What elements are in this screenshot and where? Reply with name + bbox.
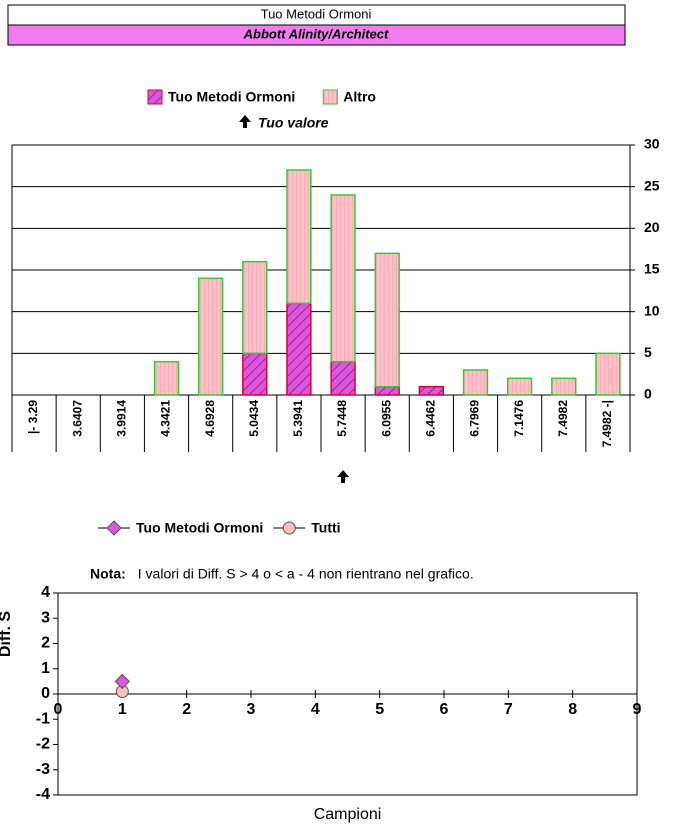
x-tick-label: 6.0955	[379, 400, 393, 437]
note: I valori di Diff. S > 4 o < a - 4 non ri…	[138, 566, 474, 582]
x-tick-label: 6	[440, 701, 449, 718]
y-tick-label: 2	[41, 635, 50, 652]
header-subtitle: Abbott Alinity/Architect	[243, 26, 389, 41]
x-axis-label: Campioni	[314, 806, 382, 823]
y-tick-label: 20	[644, 219, 660, 235]
annotation: Tuo valore	[258, 115, 329, 131]
legend-marker	[106, 520, 122, 536]
x-tick-label: 6.7969	[468, 400, 482, 437]
bar-segment	[506, 377, 533, 396]
y-tick-label: 25	[644, 177, 660, 193]
legend-label: Tuo Metodi Ormoni	[136, 520, 263, 536]
x-tick-label: 3.6407	[70, 400, 84, 437]
bar-segment	[330, 194, 356, 363]
bar-segment	[595, 352, 621, 396]
x-tick-label: 2	[182, 701, 191, 718]
y-tick-label: -4	[36, 786, 50, 803]
y-tick-label: 10	[644, 302, 660, 318]
y-tick-label: -2	[36, 736, 50, 753]
y-tick-label: 0	[644, 386, 652, 402]
x-tick-label: 4.3421	[159, 400, 173, 437]
x-tick-label: 1	[118, 701, 127, 718]
x-tick-label: 4	[311, 701, 320, 718]
y-tick-label: 0	[41, 685, 50, 702]
bar-segment	[197, 277, 224, 396]
y-tick-label: 30	[644, 136, 660, 152]
legend-label: Altro	[343, 89, 376, 105]
bar-segment	[286, 302, 312, 396]
legend-swatch	[147, 89, 163, 105]
bar-segment	[242, 260, 268, 355]
bar-segment	[286, 169, 312, 305]
x-tick-label: 3.9914	[115, 400, 129, 437]
legend-swatch	[322, 89, 338, 105]
bar-segment	[153, 360, 180, 396]
x-tick-label: 5	[375, 701, 384, 718]
bar-segment	[551, 377, 577, 396]
x-tick-label: 7.4982	[556, 400, 570, 437]
x-tick-label: 7.4982 -|	[600, 400, 614, 447]
annotation-arrow	[239, 115, 251, 128]
x-tick-label: 4.6928	[203, 400, 217, 437]
x-tick-label: 6.4462	[424, 400, 438, 437]
x-tick-label: 5.3941	[291, 400, 305, 437]
bar-segment	[374, 252, 400, 388]
header-title: Tuo Metodi Ormoni	[261, 6, 372, 21]
subheader-box	[7, 24, 626, 46]
y-tick-label: -1	[36, 710, 50, 727]
y-tick-label: 15	[644, 261, 660, 277]
value-arrow	[337, 470, 350, 483]
bar-segment	[242, 352, 268, 396]
marker	[114, 673, 131, 690]
legend-marker	[282, 521, 296, 535]
x-tick-label: 8	[568, 701, 577, 718]
x-tick-label: 7	[504, 701, 513, 718]
y-tick-label: 3	[41, 609, 50, 626]
bar-segment	[374, 385, 400, 396]
x-tick-label: 5.7448	[335, 400, 349, 437]
y-axis-label: Diff. S	[0, 611, 14, 658]
bar-segment	[418, 385, 445, 396]
legend-label: Tuo Metodi Ormoni	[168, 89, 295, 105]
y-tick-label: -3	[36, 761, 50, 778]
x-tick-label: 7.1476	[512, 400, 526, 437]
x-tick-label: 3	[247, 701, 256, 718]
x-tick-label: 5.0434	[247, 400, 261, 437]
y-tick-label: 1	[41, 660, 50, 677]
x-tick-label: 0	[54, 701, 63, 718]
legend-label: Tutti	[311, 520, 340, 536]
y-tick-label: 4	[41, 584, 50, 601]
bar-segment	[330, 360, 356, 396]
x-tick-label: |- 3.29	[26, 400, 40, 434]
note-label: Nota:	[90, 566, 126, 582]
bar-segment	[462, 369, 489, 396]
y-tick-label: 5	[644, 344, 652, 360]
x-tick-label: 9	[633, 701, 642, 718]
